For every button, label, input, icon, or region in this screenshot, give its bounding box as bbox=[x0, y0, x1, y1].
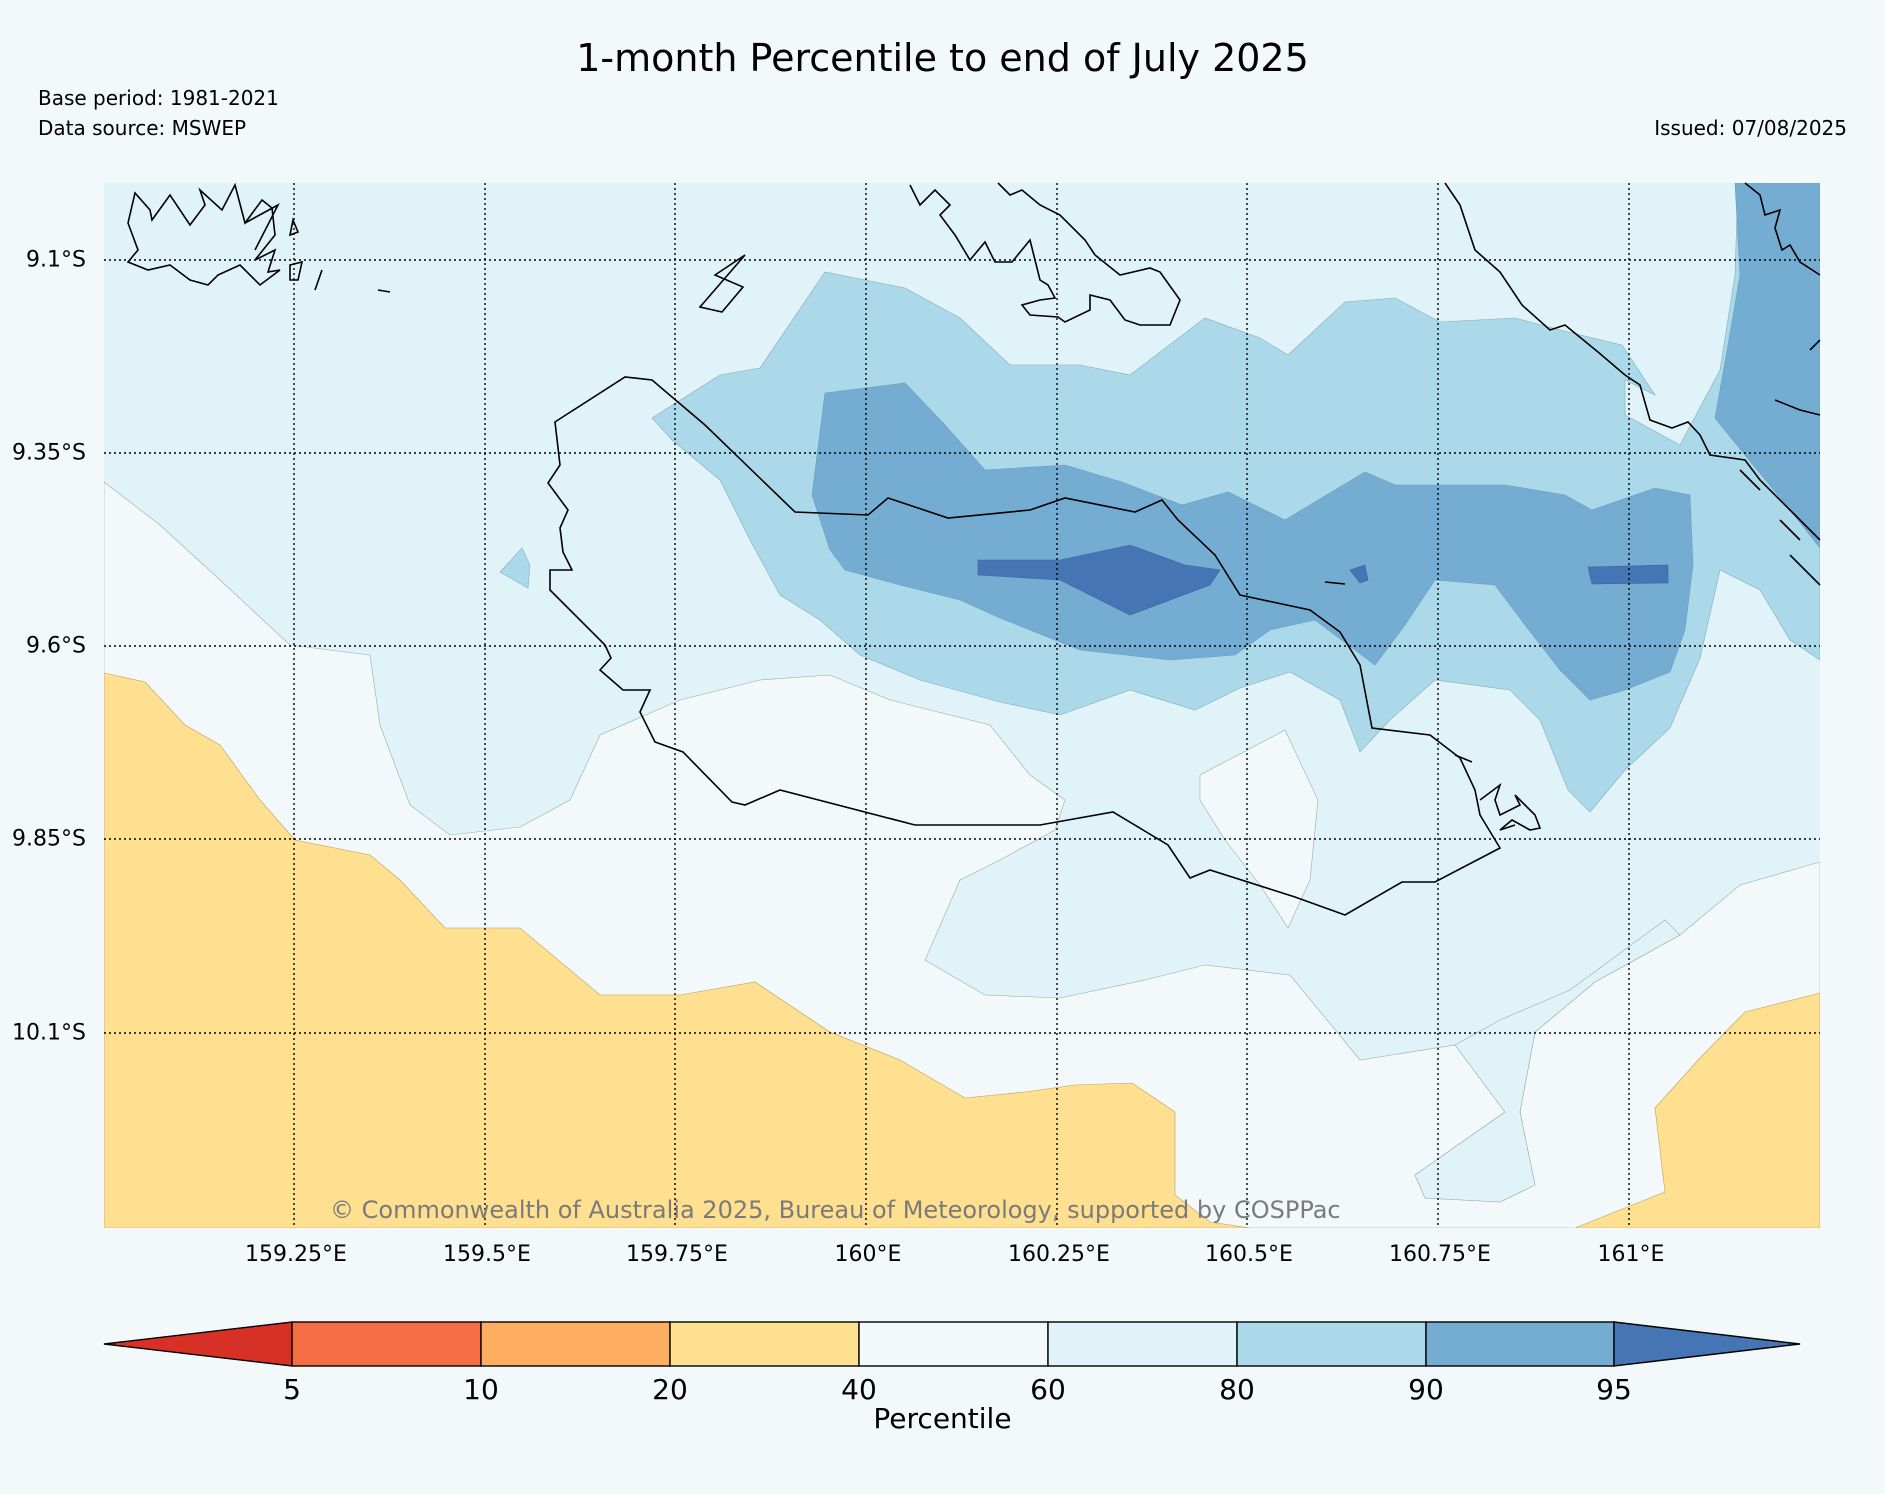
colorbar-extend-low bbox=[103, 1321, 293, 1367]
lat-label-9-1: 9.1°S bbox=[26, 247, 86, 273]
lat-label-9-6: 9.6°S bbox=[26, 633, 86, 659]
base-period-text: Base period: 1981-2021 bbox=[38, 86, 279, 110]
colorbar-20-40 bbox=[669, 1321, 860, 1367]
contour-60-80-se bbox=[1414, 919, 1681, 1203]
issued-date-text: Issued: 07/08/2025 bbox=[1654, 116, 1847, 140]
lat-label-9-85: 9.85°S bbox=[12, 826, 86, 852]
colorbar-tick-95: 95 bbox=[1596, 1373, 1632, 1406]
coastline-guadalcanal bbox=[547, 376, 1502, 916]
lon-label-159-25: 159.25°E bbox=[245, 1242, 347, 1267]
lon-label-159-5: 159.5°E bbox=[443, 1242, 531, 1267]
colorbar-10-20 bbox=[480, 1321, 671, 1367]
coastline-florida-islands bbox=[909, 182, 1181, 326]
contour-20-40-se bbox=[1574, 992, 1820, 1228]
lon-label-160-75: 160.75°E bbox=[1389, 1242, 1491, 1267]
colorbar-tick-20: 20 bbox=[652, 1373, 688, 1406]
lon-label-160-5: 160.5°E bbox=[1205, 1242, 1293, 1267]
map-title: 1-month Percentile to end of July 2025 bbox=[576, 36, 1309, 80]
contour-20-40-sw bbox=[104, 672, 1251, 1228]
lon-label-159-75: 159.75°E bbox=[626, 1242, 728, 1267]
contour-90-95-ne bbox=[1714, 183, 1820, 549]
colorbar-90-95 bbox=[1425, 1321, 1615, 1367]
contour-40-60-pocket bbox=[1199, 729, 1319, 929]
colorbar-60-80 bbox=[1047, 1321, 1238, 1367]
coastline-layer bbox=[126, 182, 1821, 916]
colorbar-tick-60: 60 bbox=[1030, 1373, 1066, 1406]
lon-label-161: 161°E bbox=[1597, 1242, 1665, 1267]
contour-90-95 bbox=[811, 382, 1694, 701]
contour-80-90-small bbox=[499, 547, 531, 589]
copyright-text: © Commonwealth of Australia 2025, Bureau… bbox=[330, 1196, 1341, 1224]
lat-label-9-35: 9.35°S bbox=[12, 440, 86, 466]
colorbar-40-60 bbox=[858, 1321, 1049, 1367]
data-source-text: Data source: MSWEP bbox=[38, 116, 247, 140]
colorbar bbox=[103, 1321, 1801, 1367]
colorbar-5-10 bbox=[291, 1321, 482, 1367]
coastline-north-islands bbox=[126, 182, 281, 287]
colorbar-80-90 bbox=[1236, 1321, 1427, 1367]
lat-label-10-1: 10.1°S bbox=[12, 1020, 86, 1046]
coastline-malaita-west bbox=[1444, 182, 1821, 541]
colorbar-title: Percentile bbox=[873, 1402, 1012, 1435]
colorbar-tick-40: 40 bbox=[841, 1373, 877, 1406]
contour-layer bbox=[104, 183, 1820, 1228]
contour-above-95-c bbox=[1349, 564, 1369, 584]
colorbar-tick-90: 90 bbox=[1408, 1373, 1444, 1406]
contour-above-95-b bbox=[1587, 564, 1669, 585]
coastline-marau bbox=[1324, 581, 1542, 831]
contour-above-95-a bbox=[977, 544, 1221, 616]
graticule bbox=[104, 183, 1820, 1228]
colorbar-tick-5: 5 bbox=[283, 1373, 301, 1406]
colorbar-extend-high bbox=[1613, 1321, 1801, 1367]
colorbar-tick-80: 80 bbox=[1219, 1373, 1255, 1406]
lon-label-160-25: 160.25°E bbox=[1008, 1242, 1110, 1267]
coastline-malaita-east bbox=[1739, 182, 1821, 586]
coastline-ngella bbox=[698, 254, 746, 313]
colorbar-tick-10: 10 bbox=[463, 1373, 499, 1406]
lon-label-160: 160°E bbox=[834, 1242, 902, 1267]
